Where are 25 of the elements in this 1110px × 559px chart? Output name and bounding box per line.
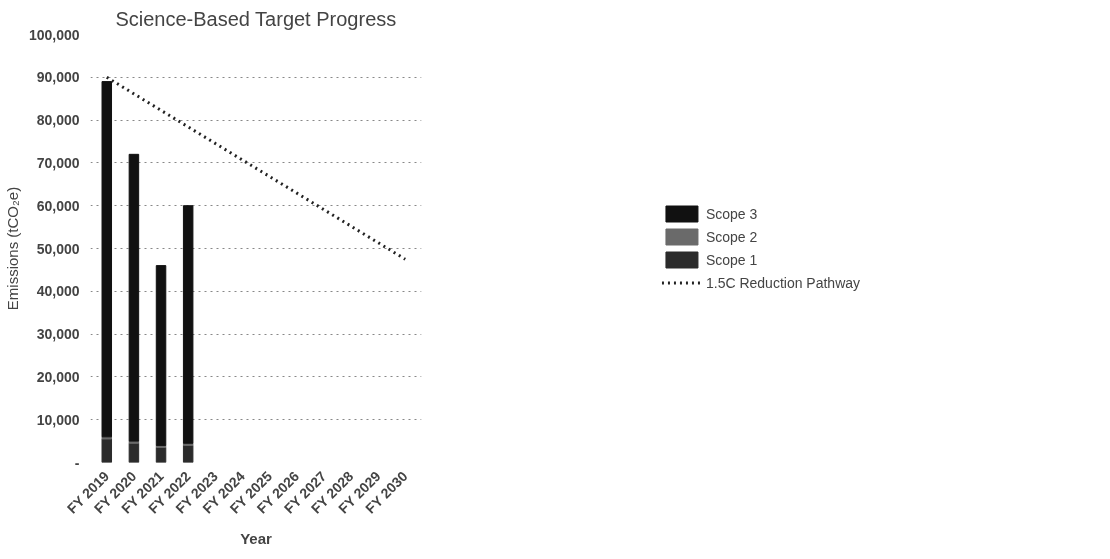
y-tick-label: 30,000	[36, 326, 80, 343]
y-tick-label: 40,000	[36, 283, 80, 300]
x-axis-title: Year	[240, 530, 273, 548]
legend-label: Scope 3	[705, 205, 758, 222]
bar	[182, 444, 194, 463]
legend-label: Scope 1	[705, 251, 758, 268]
legend-label: 1.5C Reduction Pathway	[705, 274, 861, 291]
y-tick-label: 10,000	[36, 411, 80, 428]
y-axis-title: Emissions (tCO₂e)	[3, 186, 21, 311]
y-tick-label: 80,000	[36, 112, 80, 129]
bar	[182, 205, 194, 444]
y-tick-label: 100,000	[28, 26, 80, 43]
bar	[155, 265, 167, 446]
bar	[101, 436, 113, 440]
y-tick-label: 70,000	[36, 154, 80, 171]
y-tick-label: 20,000	[36, 368, 80, 385]
y-tick-label: 50,000	[36, 240, 80, 257]
legend-label: Scope 2	[705, 228, 758, 245]
chart-title: Science-Based Target Progress	[115, 7, 397, 30]
y-tick-label: 60,000	[36, 197, 80, 214]
y-tick-label: -	[74, 454, 80, 471]
bar	[101, 81, 113, 438]
y-tick-label: 90,000	[36, 69, 80, 86]
bar	[128, 153, 140, 442]
bar	[101, 438, 113, 463]
